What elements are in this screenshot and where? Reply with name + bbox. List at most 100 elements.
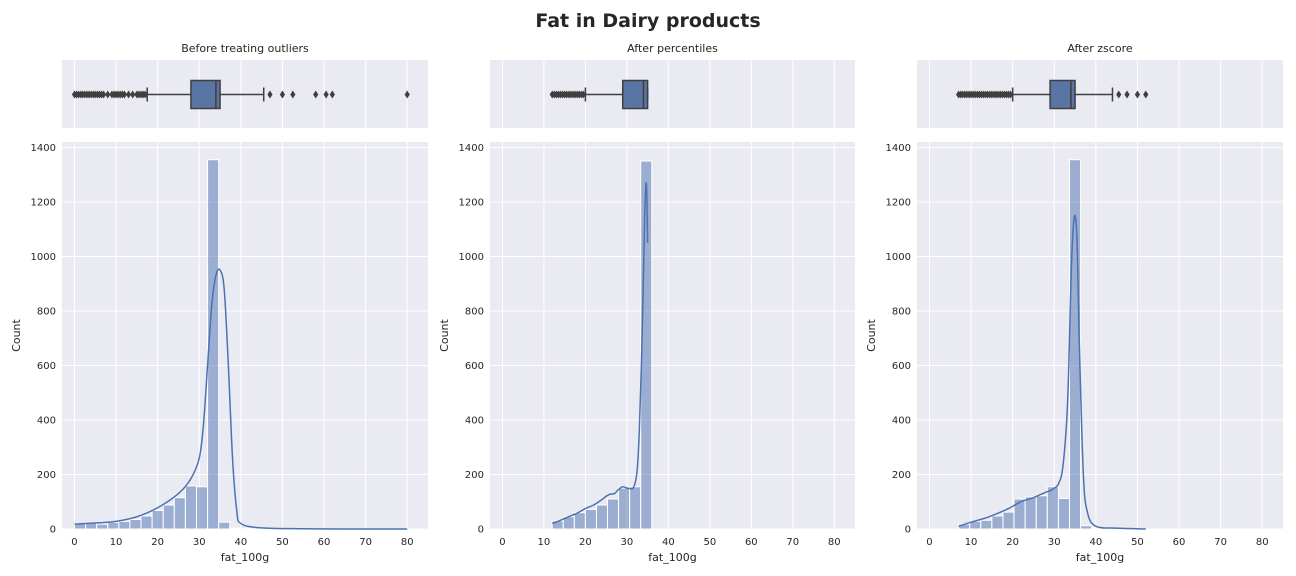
y-tick-label: 200: [465, 470, 484, 481]
x-tick-label: 0: [71, 537, 77, 548]
x-tick-label: 40: [662, 537, 675, 548]
x-tick-label: 10: [538, 537, 551, 548]
y-tick-label: 200: [37, 470, 56, 481]
histogram-bar: [640, 160, 653, 530]
histogram-bar: [584, 508, 597, 530]
y-tick-label: 1400: [459, 143, 484, 154]
histogram-bar: [184, 485, 197, 530]
histogram-bar: [573, 512, 586, 530]
boxplot-flier: [313, 90, 319, 99]
y-tick-label: 800: [37, 306, 56, 317]
histogram-bar: [618, 487, 631, 530]
histogram-bar: [1091, 527, 1104, 530]
y-tick-label: 1000: [31, 252, 56, 263]
boxplot-flier: [121, 90, 127, 99]
boxplot-flier: [279, 90, 286, 99]
histogram-bar: [118, 520, 131, 530]
histogram-bar: [107, 521, 120, 530]
x-tick-label: 10: [965, 537, 978, 548]
y-tick-label: 1000: [886, 252, 911, 263]
x-tick-label: 40: [1089, 537, 1102, 548]
boxplot-flier: [100, 90, 107, 99]
histogram-bar: [980, 519, 993, 530]
x-tick-label: 70: [786, 537, 799, 548]
kde-line: [551, 182, 649, 525]
boxplot-flier: [267, 90, 273, 99]
x-tick-label: 20: [1006, 537, 1019, 548]
y-tick-label: 600: [37, 361, 56, 372]
y-tick-label: 1200: [459, 197, 484, 208]
x-tick-label: 50: [276, 537, 289, 548]
boxplot-flier: [329, 90, 335, 99]
x-tick-label: 70: [1214, 537, 1227, 548]
y-tick-label: 0: [50, 525, 56, 536]
histogram-bar: [195, 486, 209, 530]
y-tick-label: 600: [465, 361, 484, 372]
y-tick-label: 1400: [31, 143, 56, 154]
x-tick-label: 20: [579, 537, 592, 548]
boxplot-flier: [290, 90, 296, 99]
boxplot-background: [490, 60, 855, 128]
histogram-bar: [140, 515, 153, 530]
x-tick-label: 20: [151, 537, 164, 548]
x-axis-label: fat_100g: [221, 551, 269, 564]
x-tick-label: 60: [318, 537, 331, 548]
kde-line: [958, 214, 1146, 530]
x-tick-label: 50: [703, 537, 716, 548]
histogram-bar: [1080, 525, 1093, 530]
histogram-background: [917, 142, 1283, 529]
x-tick-label: 80: [828, 537, 841, 548]
boxplot-flier: [323, 90, 329, 99]
histogram-bar: [96, 523, 109, 530]
histogram-bar: [607, 498, 620, 530]
boxplot-flier: [1143, 90, 1149, 99]
boxplot-flier: [105, 90, 111, 99]
kde-line: [74, 268, 408, 530]
boxplot-flier: [1134, 90, 1141, 99]
histogram-bar: [1057, 497, 1071, 530]
figure-title: Fat in Dairy products: [535, 10, 760, 32]
y-tick-label: 200: [892, 470, 911, 481]
subplot-1: Before treating outliers 0 10 20 30 40 50 60 70 8…: [10, 42, 428, 564]
histogram-bar: [1024, 496, 1037, 530]
y-tick-label: 800: [465, 306, 484, 317]
y-tick-label: 0: [478, 525, 484, 536]
boxplot-flier: [142, 90, 148, 99]
y-tick-label: 800: [892, 306, 911, 317]
histogram-bar: [1013, 498, 1026, 530]
histogram-bar: [162, 504, 175, 530]
subplot-title: Before treating outliers: [181, 42, 309, 55]
boxplot-flier: [1007, 90, 1014, 99]
y-tick-label: 1200: [31, 197, 56, 208]
y-tick-label: 0: [905, 525, 911, 536]
x-tick-label: 30: [1048, 537, 1061, 548]
x-tick-label: 80: [1256, 537, 1269, 548]
histogram-bar: [207, 159, 220, 530]
histogram-bar: [629, 486, 642, 530]
x-tick-label: 50: [1131, 537, 1144, 548]
x-axis-label: fat_100g: [1076, 551, 1124, 564]
histogram-background: [62, 142, 428, 529]
x-tick-label: 0: [499, 537, 505, 548]
histogram-bar: [129, 518, 142, 530]
x-tick-label: 60: [745, 537, 758, 548]
y-tick-label: 1200: [886, 197, 911, 208]
x-tick-label: 30: [193, 537, 206, 548]
y-tick-label: 1000: [459, 252, 484, 263]
boxplot-flier: [1124, 90, 1130, 99]
x-axis-label: fat_100g: [648, 551, 696, 564]
y-tick-label: 1400: [886, 143, 911, 154]
histogram-bar: [595, 504, 609, 530]
histogram-background: [490, 142, 855, 529]
histogram-bar: [173, 497, 186, 530]
x-tick-label: 30: [621, 537, 634, 548]
boxplot-flier: [580, 90, 586, 99]
histogram-bar: [991, 515, 1004, 530]
histogram-bar: [1035, 495, 1048, 530]
x-tick-label: 60: [1173, 537, 1186, 548]
y-tick-label: 400: [892, 415, 911, 426]
histogram-bar: [1046, 486, 1059, 530]
subplot-grid: Before treating outliers 0 10 20 30 40 50 60 70 8…: [10, 42, 1283, 564]
x-tick-label: 80: [401, 537, 414, 548]
